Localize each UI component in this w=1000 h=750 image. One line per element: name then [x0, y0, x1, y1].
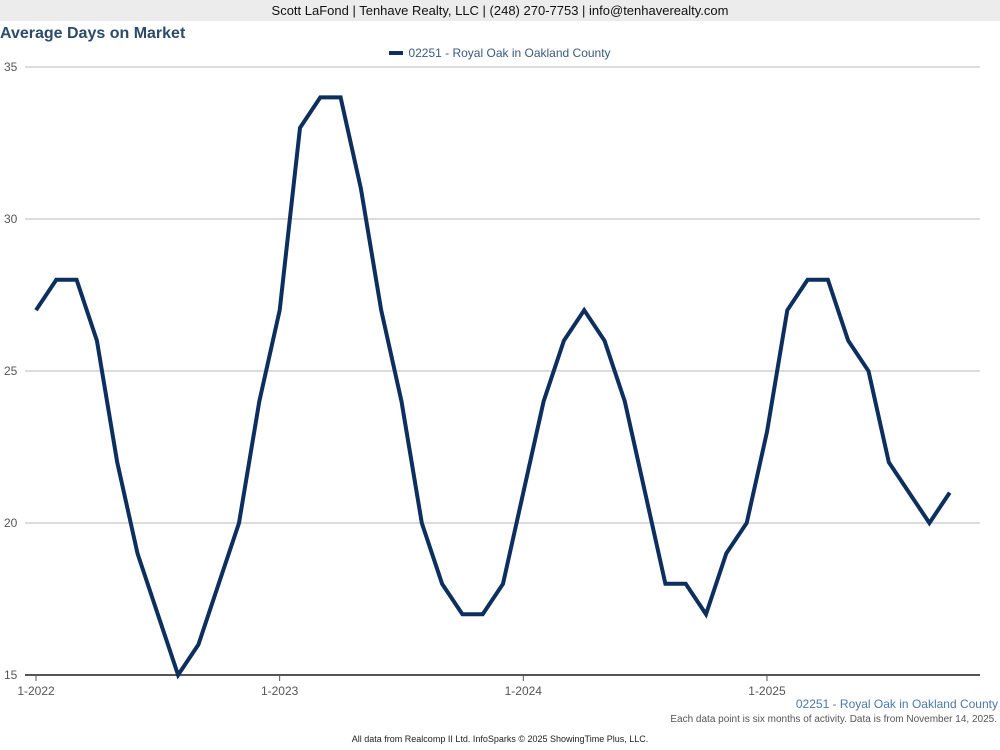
data-point: [866, 369, 870, 373]
data-point: [176, 673, 180, 677]
data-point: [257, 399, 261, 403]
data-point: [948, 491, 952, 495]
data-point: [806, 278, 810, 282]
data-point: [826, 278, 830, 282]
data-point: [907, 491, 911, 495]
y-tick-label-35: 35: [4, 60, 18, 74]
data-point: [136, 551, 140, 555]
data-point: [75, 278, 79, 282]
data-point: [562, 339, 566, 343]
data-footnote: Each data point is six months of activit…: [670, 714, 997, 725]
legend-label: 02251 - Royal Oak in Oakland County: [408, 46, 611, 60]
data-point: [34, 308, 38, 312]
data-point: [196, 643, 200, 647]
y-tick-label-20: 20: [4, 516, 18, 530]
data-point: [298, 126, 302, 130]
data-point: [521, 491, 525, 495]
data-point: [765, 430, 769, 434]
data-point: [643, 491, 647, 495]
data-point: [440, 582, 444, 586]
data-point: [603, 339, 607, 343]
data-point: [359, 187, 363, 191]
series-label: 02251 - Royal Oak in Oakland County: [795, 697, 998, 711]
data-point: [501, 582, 505, 586]
legend-swatch: [389, 50, 404, 55]
data-point: [887, 460, 891, 464]
data-point: [623, 399, 627, 403]
y-tick-label-15: 15: [4, 668, 18, 682]
contact-header: Scott LaFond | Tenhave Realty, LLC | (24…: [0, 0, 1000, 21]
data-point: [724, 551, 728, 555]
data-point: [745, 521, 749, 525]
legend[interactable]: 02251 - Royal Oak in Oakland County: [0, 46, 1000, 60]
data-point: [481, 612, 485, 616]
data-point: [156, 612, 160, 616]
data-point: [460, 612, 464, 616]
data-point: [237, 521, 241, 525]
data-point: [379, 308, 383, 312]
y-tick-label-30: 30: [4, 212, 18, 226]
data-point: [846, 339, 850, 343]
data-point: [54, 278, 58, 282]
data-point: [582, 308, 586, 312]
data-point: [420, 521, 424, 525]
data-point: [399, 399, 403, 403]
data-point: [663, 582, 667, 586]
data-point: [684, 582, 688, 586]
x-tick-label-1-2024: 1-2024: [505, 684, 543, 698]
chart-title: Average Days on Market: [0, 25, 186, 42]
data-point: [278, 308, 282, 312]
data-point: [927, 521, 931, 525]
data-point: [704, 612, 708, 616]
data-point: [318, 95, 322, 99]
data-point: [785, 308, 789, 312]
data-point: [339, 95, 343, 99]
data-point: [95, 339, 99, 343]
x-tick-label-1-2022: 1-2022: [17, 684, 55, 698]
series-line-0: [34, 95, 952, 680]
data-point: [217, 582, 221, 586]
data-point: [542, 399, 546, 403]
source-attribution: All data from Realcomp II Ltd. InfoSpark…: [351, 734, 649, 744]
x-tick-label-1-2025: 1-2025: [748, 684, 786, 698]
x-tick-label-1-2023: 1-2023: [261, 684, 299, 698]
y-tick-label-25: 25: [4, 364, 18, 378]
data-point: [115, 460, 119, 464]
